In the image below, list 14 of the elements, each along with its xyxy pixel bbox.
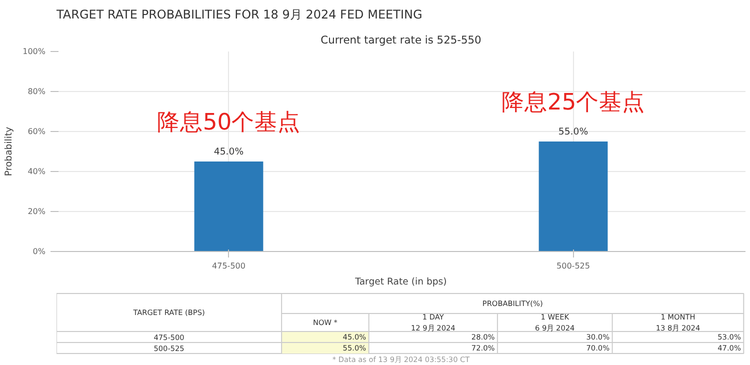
y-tick-label: 80% <box>28 87 46 96</box>
y-tick-label: 0% <box>32 247 46 256</box>
y-tick-label: 40% <box>28 167 46 176</box>
y-tick-label: 60% <box>28 127 46 136</box>
x-axis-title: Target Rate (in bps) <box>354 276 447 288</box>
annotation: 降息50个基点 <box>156 110 301 136</box>
chart-title: TARGET RATE PROBABILITIES FOR 18 9月 2024 FED MEETING <box>56 8 422 22</box>
chart-subtitle: Current target rate is 525-550 <box>320 34 482 46</box>
y-tick-label: 100% <box>22 47 46 56</box>
data-label: 45.0% <box>214 146 244 158</box>
y-tick-label: 20% <box>28 207 46 216</box>
y-axis-title: Probability <box>4 126 15 176</box>
data-label: 55.0% <box>558 126 588 138</box>
annotation: 降息25个基点 <box>501 90 646 116</box>
